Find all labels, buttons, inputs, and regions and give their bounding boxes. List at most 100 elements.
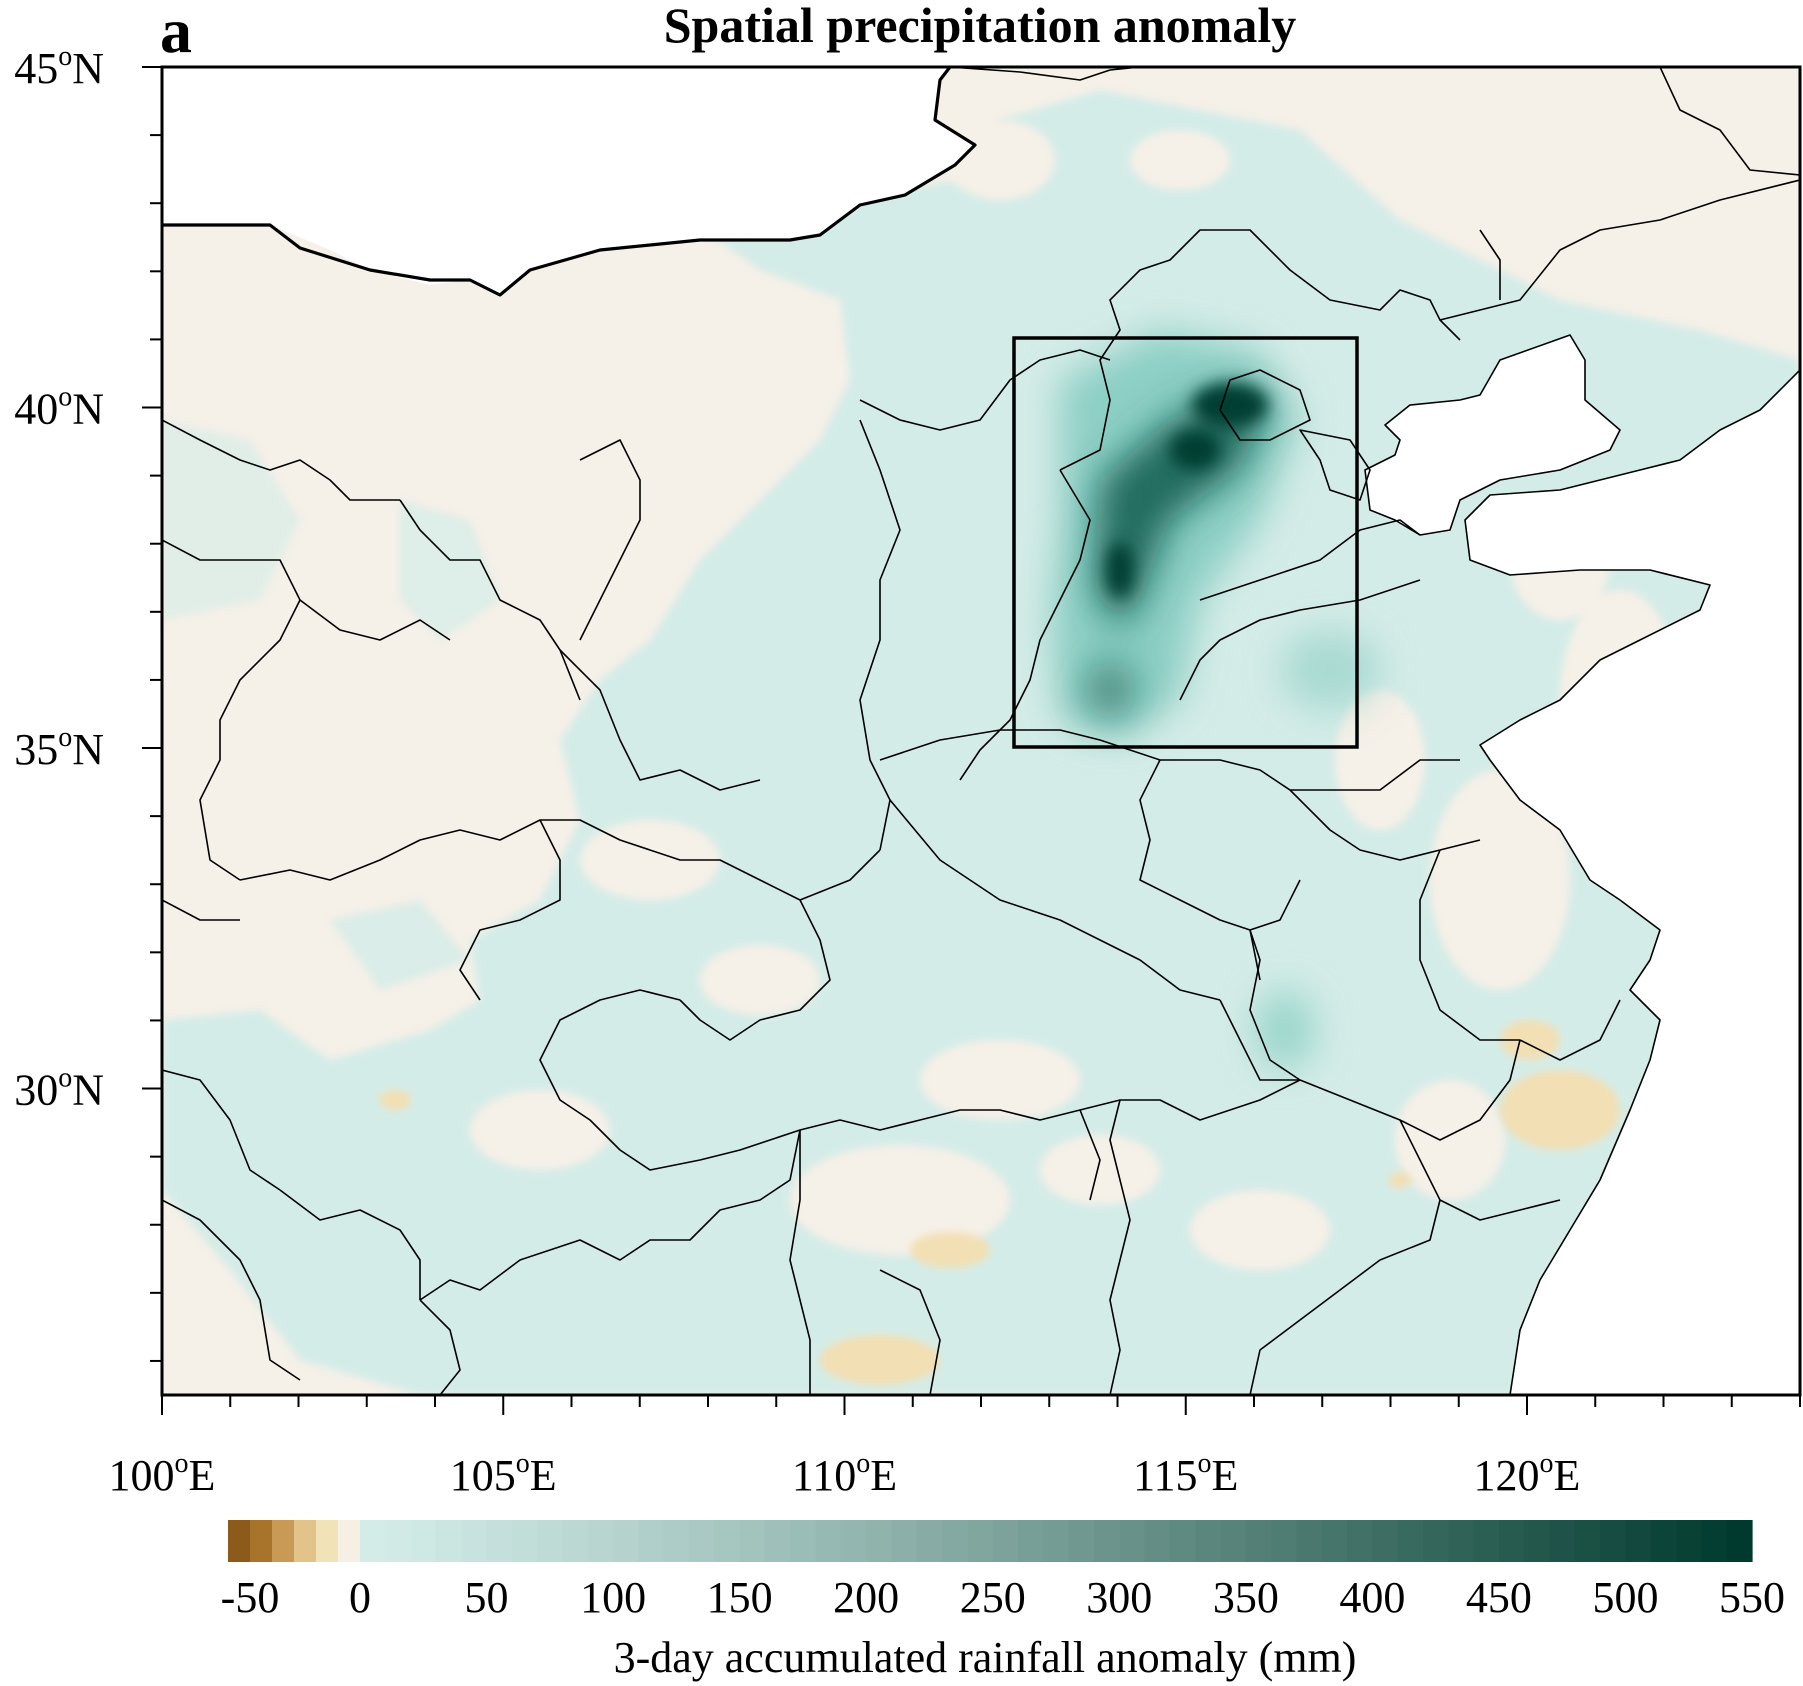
colorbar-swatch [1321, 1520, 1348, 1562]
colorbar-swatch [790, 1520, 817, 1562]
longitude-labels: 100oE 105oE 110oE 115oE 120oE [109, 1448, 1581, 1500]
colorbar-swatch [1195, 1520, 1222, 1562]
colorbar-tick-label: 0 [349, 1573, 371, 1622]
colorbar-swatch [461, 1520, 488, 1562]
colorbar-swatch [385, 1520, 412, 1562]
colorbar-swatch [1701, 1520, 1728, 1562]
colorbar-swatch [1347, 1520, 1373, 1562]
colorbar-swatch [1144, 1520, 1171, 1562]
colorbar-swatch [1018, 1520, 1044, 1562]
colorbar-tick-labels: -50 0 50 100 150 200 250 300 350 400 450 500 550 [221, 1573, 1785, 1622]
colorbar-swatch [1169, 1520, 1196, 1562]
lon-tick-label: 105oE [450, 1448, 557, 1500]
lon-tick-label: 115oE [1133, 1448, 1238, 1500]
bohai-sea-area [1365, 335, 1620, 535]
colorbar-swatch [562, 1520, 589, 1562]
colorbar-swatch [272, 1520, 295, 1562]
lon-tick-label: 100oE [109, 1448, 216, 1500]
anomaly-darkest-field [1106, 383, 1268, 598]
study-region-box [1012, 336, 1359, 749]
colorbar-tick-label: 450 [1466, 1573, 1532, 1622]
lat-tick-label: 40oN [14, 382, 104, 434]
colorbar-swatch [486, 1520, 513, 1562]
colorbar-tick-label: 100 [580, 1573, 646, 1622]
panel-label: a [160, 0, 192, 66]
colorbar-swatch [891, 1520, 918, 1562]
colorbar-swatch [714, 1520, 741, 1562]
colorbar-swatch [815, 1520, 842, 1562]
lon-tick-label: 120oE [1474, 1448, 1581, 1500]
colorbar-swatch [739, 1520, 766, 1562]
colorbar-swatch [1043, 1520, 1070, 1562]
colorbar-swatch [511, 1520, 538, 1562]
colorbar-swatch [942, 1520, 969, 1562]
longitude-minor-ticks [161, 1395, 1801, 1415]
colorbar-swatch [1448, 1520, 1475, 1562]
colorbar-swatch [1625, 1520, 1652, 1562]
colorbar-tick-label: 500 [1592, 1573, 1658, 1622]
colorbar-swatch [1574, 1520, 1601, 1562]
colorbar-swatch [1093, 1520, 1120, 1562]
outside-country-region [162, 67, 975, 295]
colorbar-swatch [294, 1520, 317, 1562]
colorbar-swatch [1271, 1520, 1298, 1562]
colorbar-swatch [1473, 1520, 1500, 1562]
province-borders [162, 67, 1800, 1395]
colorbar-label: 3-day accumulated rainfall anomaly (mm) [614, 1633, 1357, 1682]
latitude-labels: 45oN 40oN 35oN 30oN [14, 41, 104, 1115]
colorbar-swatch [638, 1520, 665, 1562]
colorbar-swatch [228, 1520, 251, 1562]
anomaly-dark-field [1085, 390, 1270, 720]
colorbar-swatch [1600, 1520, 1627, 1562]
colorbar-swatch [360, 1520, 386, 1562]
colorbar-tick-label: 300 [1086, 1573, 1152, 1622]
colorbar-swatch [410, 1520, 437, 1562]
colorbar-swatch [866, 1520, 893, 1562]
colorbar-swatch [1498, 1520, 1525, 1562]
colorbar-swatch [587, 1520, 614, 1562]
colorbar-tick-label: 250 [960, 1573, 1026, 1622]
colorbar-swatch [689, 1520, 715, 1562]
colorbar-tick-label: -50 [221, 1573, 280, 1622]
colorbar-swatch [316, 1520, 339, 1562]
lat-tick-label: 30oN [14, 1063, 104, 1115]
colorbar-tick-label: 350 [1213, 1573, 1279, 1622]
lat-tick-label: 35oN [14, 722, 104, 774]
colorbar-swatch [537, 1520, 564, 1562]
colorbar-swatch [967, 1520, 994, 1562]
latitude-minor-ticks [142, 66, 162, 1362]
colorbar-tick-label: 400 [1339, 1573, 1405, 1622]
colorbar-swatch [1397, 1520, 1424, 1562]
colorbar-swatch [764, 1520, 791, 1562]
colorbar-swatch [1549, 1520, 1576, 1562]
ocean-areas [162, 67, 1800, 1395]
colorbar-swatch [1650, 1520, 1677, 1562]
colorbar-swatch [435, 1520, 462, 1562]
colorbar-swatch [1220, 1520, 1247, 1562]
colorbar-swatch [1245, 1520, 1272, 1562]
colorbar-swatch [338, 1520, 361, 1562]
colorbar-tick-label: 550 [1719, 1573, 1785, 1622]
colorbar-swatch [1068, 1520, 1095, 1562]
colorbar-tick-label: 150 [707, 1573, 773, 1622]
colorbar-swatch [1296, 1520, 1323, 1562]
colorbar-tick-label: 200 [833, 1573, 899, 1622]
anomaly-light-field [162, 90, 1800, 1395]
colorbar-swatch [840, 1520, 867, 1562]
colorbar-swatch [1422, 1520, 1449, 1562]
colorbar-swatch [1726, 1520, 1753, 1562]
colorbar-swatch [663, 1520, 690, 1562]
colorbar-tick-label: 50 [465, 1573, 509, 1622]
colorbar-swatch [1524, 1520, 1551, 1562]
colorbar [228, 1520, 1753, 1562]
colorbar-swatch [1119, 1520, 1146, 1562]
colorbar-swatch [1676, 1520, 1702, 1562]
lon-tick-label: 110oE [792, 1448, 897, 1500]
country-border [162, 67, 977, 297]
yellow-sea-area [1465, 370, 1800, 1395]
lat-tick-label: 45oN [14, 41, 104, 93]
colorbar-swatch [250, 1520, 273, 1562]
colorbar-swatch [1372, 1520, 1399, 1562]
colorbar-swatch [613, 1520, 639, 1562]
